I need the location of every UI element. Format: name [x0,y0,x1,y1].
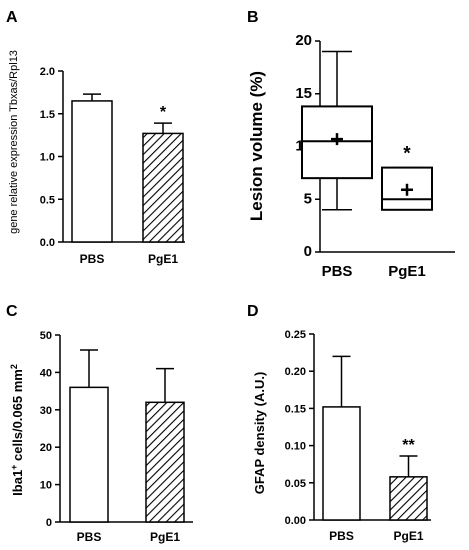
panel-d: D GFAP density (A.U.) 0.00 0.05 0.10 0.15 0.… [247,303,431,543]
panel-c-bar-pge1 [145,401,185,523]
panel-d-ytick-label: 0.25 [285,329,306,341]
panel-c-ytick-label: 30 [40,405,52,417]
panel-c: C Iba1+ cells/0.065 mm2 0 10 20 30 40 50 PBS Pg… [6,303,193,544]
panel-c-ytick-label: 40 [40,367,52,379]
panel-c-ytick-label: 20 [40,442,52,454]
panel-b: B Lesion volume (%) 05101520PBSPgE1* [247,9,455,280]
panel-a-bar-pge1 [142,132,184,243]
panel-a: A gene relative expression Tbxas/Rpl13 0… [6,9,185,266]
panel-b-ytick-label: 5 [304,190,312,207]
panel-a-category-label: PBS [80,252,105,266]
panel-a-ytick-label: 1.0 [40,152,55,164]
panel-d-bar-pbs [322,406,361,521]
panel-a-ytick-label: 1.5 [40,109,55,121]
panel-a-ytick-label: 2.0 [40,66,55,78]
panel-b-ytick-label: 20 [295,32,312,49]
panel-b-ytick-label: 0 [304,243,312,260]
panel-d-ytick-label: 0.20 [285,366,306,378]
panel-c-category-label: PgE1 [150,530,180,544]
panel-a-ytick-label: 0.0 [40,237,55,249]
panel-c-category-label: PBS [77,530,102,544]
panel-d-ytick-label: 0.15 [285,403,306,415]
panel-c-ytick-label: 10 [40,480,52,492]
panel-d-category-label: PgE1 [393,529,423,543]
panel-b-significance: * [403,144,411,165]
panel-a-ytick-label: 0.5 [40,194,55,206]
panel-d-ytick-label: 0.10 [285,441,306,453]
panel-d-ylabel: GFAP density (A.U.) [252,372,267,495]
panel-a-bar-pbs [71,100,113,243]
panel-d-category-label: PBS [329,529,354,543]
panel-d-ytick-label: 0.00 [285,515,306,527]
panel-a-ylabel: gene relative expression Tbxas/Rpl13 [8,50,20,234]
panel-d-bar-pge1 [389,476,428,521]
panel-b-ylabel: Lesion volume (%) [247,71,266,221]
panel-d-label: D [247,303,259,320]
panel-b-ytick-label: 15 [295,85,312,102]
panel-c-label: C [6,303,18,320]
panel-a-significance: * [160,104,167,121]
panel-b-category-label: PBS [322,263,353,280]
panel-d-significance: ** [402,437,415,454]
panel-c-ytick-label: 50 [40,330,52,342]
panel-c-bar-pbs [69,386,109,523]
panel-c-ytick-label: 0 [46,517,52,529]
panel-c-ylabel: Iba1+ cells/0.065 mm2 [9,364,25,496]
panel-a-label: A [6,9,18,26]
panel-d-ytick-label: 0.05 [285,478,306,490]
panel-b-category-label: PgE1 [388,263,426,280]
panel-b-label: B [247,9,259,26]
panel-a-category-label: PgE1 [148,252,178,266]
